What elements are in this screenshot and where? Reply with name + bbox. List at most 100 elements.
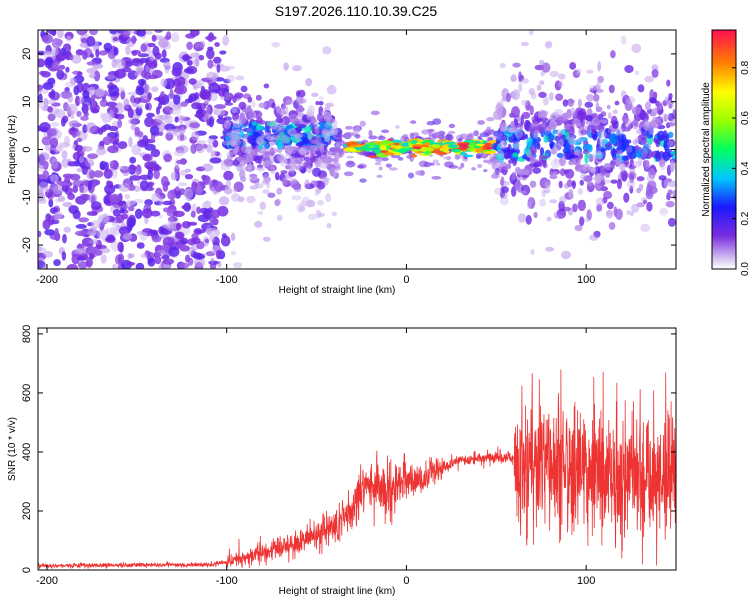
spectrogram-blob	[457, 166, 463, 170]
spectrogram-blob	[289, 113, 299, 121]
spectrogram-blob	[150, 210, 161, 217]
spectrogram-blob	[583, 175, 593, 183]
spectrogram-blob	[334, 134, 345, 138]
spectrogram-blob	[549, 174, 558, 180]
spectrogram-blob	[607, 112, 612, 119]
spectrogram-blob	[271, 42, 280, 48]
spectrogram-blob	[378, 166, 383, 171]
spectrogram-blob	[143, 71, 152, 80]
spectrogram-blob	[203, 99, 210, 105]
spectrogram-blob	[318, 96, 324, 101]
spectrogram-blob	[637, 84, 645, 93]
spectrogram-blob	[559, 196, 567, 204]
spectrogram-blob	[202, 163, 214, 172]
spectrogram-blob	[572, 112, 580, 124]
spectrogram-blob	[78, 217, 89, 223]
spectrogram-blob	[629, 185, 634, 194]
spectrogram-blob	[117, 119, 123, 128]
spectrogram-blob	[206, 144, 213, 153]
spectrogram-blob	[270, 166, 276, 175]
spectrogram-blob	[249, 185, 259, 190]
spectrogram-blob	[102, 213, 109, 224]
spectrogram-blob	[137, 139, 149, 148]
spectrogram-blob	[209, 157, 222, 164]
spectrogram-blob	[511, 172, 517, 180]
spectrogram-blob	[80, 37, 88, 44]
spectrogram-blob	[41, 89, 49, 94]
spectrogram-blob	[177, 182, 188, 187]
spectrogram-blob	[87, 153, 99, 160]
spectrogram-blob	[498, 162, 508, 167]
spectrogram-blob	[516, 170, 526, 175]
spectrogram-blob	[46, 99, 56, 105]
spectrogram-blob	[459, 133, 470, 140]
spectrogram-blob	[448, 123, 456, 129]
spectrogram-blob	[43, 250, 54, 258]
spectrogram-blob	[165, 31, 172, 40]
spectrogram-blob	[44, 186, 50, 193]
spectrogram-blob	[612, 121, 619, 129]
spectrogram-blob	[162, 258, 175, 265]
spectrogram-blob	[50, 219, 60, 225]
spectrogram-blob	[520, 41, 530, 47]
spectrogram-blob	[75, 144, 83, 152]
spectrogram-blob	[586, 181, 594, 187]
spectrogram-blob	[295, 142, 304, 147]
spectrogram-blob	[367, 142, 379, 146]
spectrogram-blob	[215, 249, 222, 260]
spectrogram-blob	[541, 155, 549, 160]
spectrogram-blob	[137, 104, 144, 109]
spectrogram-blob	[345, 141, 360, 146]
spectrogram-blob	[596, 81, 601, 91]
spectrogram-blob	[214, 77, 225, 82]
spectrogram-blob	[223, 158, 231, 165]
spectrogram-blob	[148, 229, 159, 234]
spectrogram-blob	[495, 158, 505, 166]
spectrogram-blob	[346, 155, 354, 159]
spectrogram-blob	[335, 141, 342, 147]
spectrogram-blob	[614, 100, 620, 106]
spectrogram-blob	[56, 54, 66, 62]
spectrogram-blob	[374, 162, 382, 166]
spectrogram-blob	[133, 97, 142, 104]
spectrogram-blob	[569, 62, 577, 70]
spectrogram-blob	[259, 201, 266, 210]
spectrogram-blob	[631, 203, 640, 213]
spectrogram-blob	[137, 53, 149, 58]
spectrogram-blob	[184, 188, 194, 199]
spectrogram-blob	[527, 201, 532, 210]
spectrogram-blob	[136, 30, 146, 37]
spectrogram-blob	[63, 226, 72, 233]
spectrogram-blob	[154, 30, 163, 33]
spectrogram-blob	[216, 64, 221, 73]
spectrogram-blob	[571, 157, 581, 166]
spectrogram-blob	[565, 168, 575, 179]
spectrogram-blob	[210, 91, 218, 102]
spectrogram-blob	[536, 142, 541, 150]
spectrogram-blob	[147, 42, 156, 48]
spectrogram-blob	[518, 82, 523, 92]
spectrogram-blob	[177, 145, 189, 154]
spectrogram-blob	[197, 107, 202, 112]
spectrogram-blob	[432, 131, 443, 138]
spectrogram-blob	[319, 143, 325, 154]
spectrogram-blob	[572, 203, 578, 213]
spectrogram-blob	[589, 85, 598, 91]
spectrogram-blob	[648, 97, 657, 103]
spectrogram-blob	[495, 136, 504, 144]
spectrogram-blob	[78, 96, 85, 104]
spectrogram-blob	[536, 84, 542, 91]
spectrogram-blob	[314, 125, 320, 134]
spectrogram-blob	[521, 99, 529, 107]
spectrogram-blob	[548, 171, 559, 177]
spectrogram-blob	[444, 161, 454, 168]
spectrogram-blob	[629, 166, 636, 175]
spectrogram-blob	[297, 104, 304, 113]
spectrogram-blob	[496, 149, 505, 159]
spectrogram-blob	[266, 136, 275, 141]
spectrogram-blob	[73, 85, 80, 96]
spectrogram-blob	[162, 200, 173, 206]
spectrogram-blob	[605, 209, 614, 219]
spectrogram-blob	[493, 130, 501, 137]
